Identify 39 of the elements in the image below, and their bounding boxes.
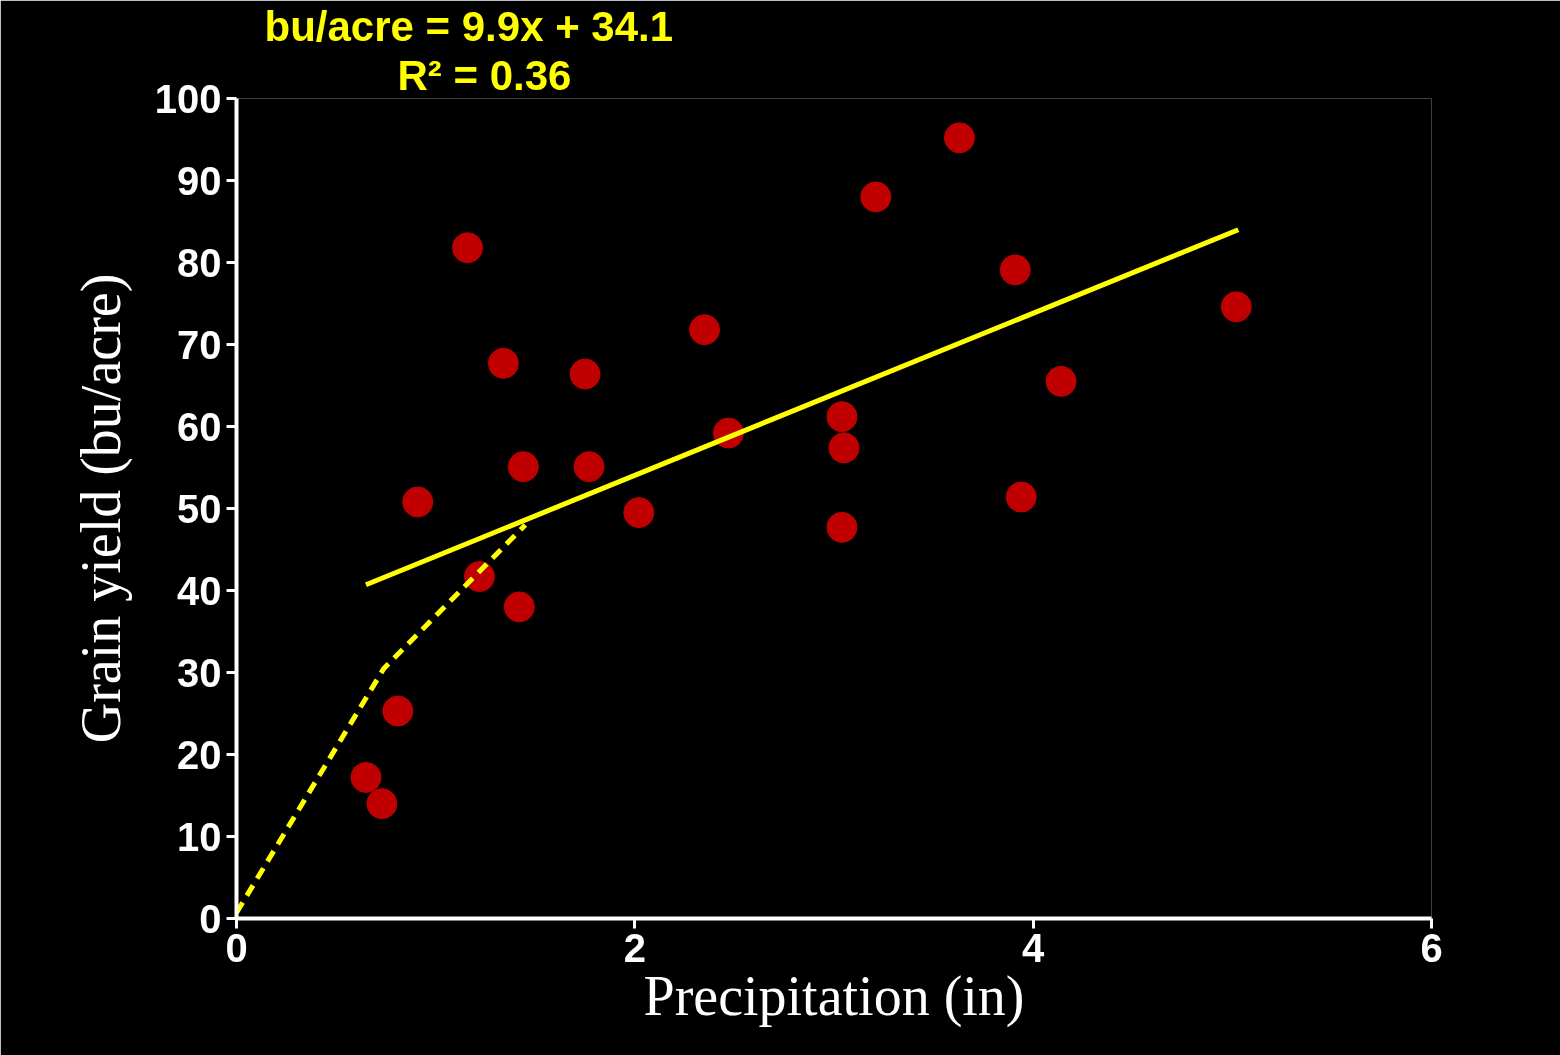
- y-tick-label: 70: [177, 322, 222, 367]
- x-tick-label: 2: [623, 925, 646, 970]
- point: [382, 695, 414, 727]
- point: [689, 314, 721, 346]
- point: [860, 181, 892, 213]
- text: bu/acre = 9.9x + 34.1: [264, 2, 674, 50]
- point: [623, 497, 655, 529]
- y-tick-label: 60: [177, 404, 222, 449]
- y-tick-label: 50: [177, 486, 222, 531]
- point: [1005, 481, 1037, 513]
- y-tick-label: 100: [154, 76, 222, 121]
- point: [826, 511, 858, 543]
- y-tick-label: 30: [177, 650, 222, 695]
- y-tick-label: 40: [177, 568, 222, 613]
- point: [943, 122, 975, 154]
- x-axis-title: Precipitation (in): [643, 964, 1025, 1028]
- point: [1045, 365, 1077, 397]
- x-tick-label: 4: [1022, 925, 1046, 970]
- y-tick-label: 90: [177, 158, 222, 203]
- point: [366, 788, 398, 820]
- point: [487, 347, 519, 379]
- y-tick-label: 0: [199, 896, 222, 941]
- y-axis-title: Grain yield (bu/acre): [69, 273, 133, 744]
- point: [999, 254, 1031, 286]
- point: [569, 358, 601, 390]
- x-tick-label: 6: [1420, 925, 1443, 970]
- point: [573, 451, 605, 483]
- point: [826, 401, 858, 433]
- point: [402, 486, 434, 518]
- text: R² = 0.36: [397, 51, 572, 99]
- y-tick-label: 10: [177, 814, 222, 859]
- point: [350, 761, 382, 793]
- y-tick-label: 20: [177, 732, 222, 777]
- point: [828, 432, 860, 464]
- point: [452, 232, 484, 264]
- point: [1220, 291, 1252, 323]
- y-tick-label: 80: [177, 240, 222, 285]
- point: [507, 451, 539, 483]
- point: [503, 591, 535, 623]
